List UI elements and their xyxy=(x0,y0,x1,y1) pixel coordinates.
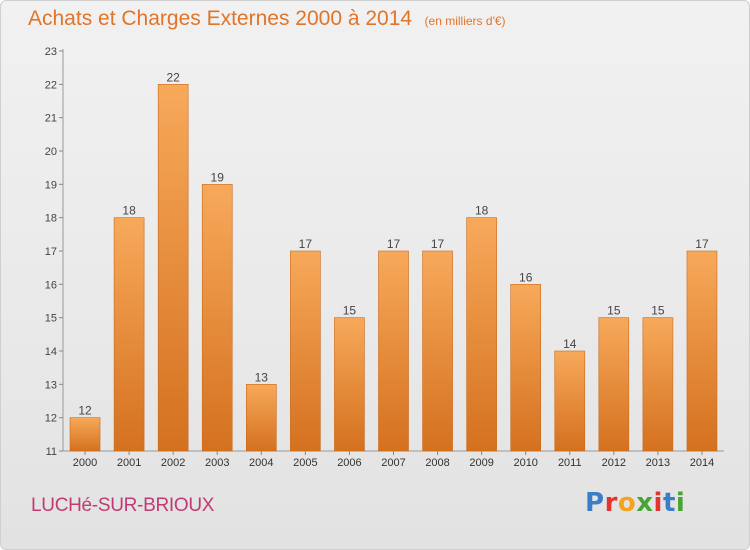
bar xyxy=(554,350,586,452)
x-tick-label: 2002 xyxy=(161,457,185,469)
data-label: 18 xyxy=(475,204,489,218)
data-labels: 12 18 22 19 13 17 15 17 17 18 16 14 15 15 17 xyxy=(78,70,709,417)
bar xyxy=(598,317,630,452)
data-label: 13 xyxy=(255,370,269,384)
data-label: 17 xyxy=(695,237,709,251)
data-label: 12 xyxy=(78,404,92,418)
y-tick-label: 22 xyxy=(45,79,57,91)
bar xyxy=(642,317,674,452)
y-tick-label: 16 xyxy=(45,279,57,291)
bar xyxy=(378,250,409,452)
data-label: 18 xyxy=(122,204,136,218)
logo-letter: P xyxy=(585,488,605,518)
bar xyxy=(422,250,453,452)
data-label: 16 xyxy=(519,270,533,284)
x-tick-label: 2007 xyxy=(381,457,405,469)
data-label: 15 xyxy=(607,304,621,318)
data-label: 17 xyxy=(299,237,313,251)
logo-letter: i xyxy=(653,488,663,518)
bar xyxy=(510,284,542,452)
x-tick-label: 2012 xyxy=(602,457,626,469)
data-label: 15 xyxy=(651,304,665,318)
x-tick-label: 2011 xyxy=(558,457,582,469)
bars xyxy=(69,84,718,452)
x-tick-label: 2003 xyxy=(205,457,229,469)
y-tick-label: 14 xyxy=(45,346,57,358)
commune-name: LUCHé-SUR-BRIOUX xyxy=(31,495,215,516)
logo-letter: o xyxy=(617,488,637,518)
x-tick-label: 2010 xyxy=(513,457,537,469)
x-tick-label: 2009 xyxy=(469,457,493,469)
bar xyxy=(69,417,101,452)
logo-letter: i xyxy=(675,488,686,518)
x-tick-label: 2013 xyxy=(646,457,670,469)
x-tick-label: 2014 xyxy=(690,457,714,469)
x-tick-label: 2000 xyxy=(73,457,97,469)
y-tick-label: 12 xyxy=(45,413,57,425)
x-tick-label: 2004 xyxy=(249,457,273,469)
bar xyxy=(113,217,145,452)
y-tick-label: 23 xyxy=(45,46,57,58)
bar xyxy=(290,250,321,452)
logo-letter: t xyxy=(662,488,676,518)
data-label: 15 xyxy=(343,304,357,318)
y-tick-label: 18 xyxy=(45,213,57,225)
y-tick-label: 11 xyxy=(46,446,57,458)
bar xyxy=(686,250,718,452)
y-tick-label: 13 xyxy=(45,379,57,391)
bar xyxy=(157,84,189,452)
data-label: 19 xyxy=(211,170,225,184)
chart-subtitle: (en milliers d'€) xyxy=(424,14,506,28)
chart-title: Achats et Charges Externes 2000 à 2014 xyxy=(28,7,413,30)
logo-letter: r xyxy=(604,488,618,518)
data-label: 17 xyxy=(431,237,445,251)
x-tick-label: 2005 xyxy=(293,457,317,469)
data-label: 14 xyxy=(563,337,577,351)
y-tick-label: 15 xyxy=(45,313,57,325)
data-label: 17 xyxy=(387,237,401,251)
x-tick-label: 2001 xyxy=(117,457,141,469)
bar xyxy=(334,317,365,452)
y-tick-label: 21 xyxy=(45,113,57,125)
y-tick-label: 20 xyxy=(45,146,57,158)
x-tick-label: 2006 xyxy=(337,457,361,469)
y-tick-label: 19 xyxy=(45,179,57,191)
bar xyxy=(201,184,233,452)
y-tick-label: 17 xyxy=(45,246,57,258)
bar xyxy=(246,384,277,452)
proxiti-logo[interactable]: Proxiti xyxy=(585,488,685,518)
x-tick-label: 2008 xyxy=(425,457,449,469)
title-row: Achats et Charges Externes 2000 à 2014 (… xyxy=(28,7,506,31)
bar xyxy=(466,217,497,452)
data-label: 22 xyxy=(166,70,180,84)
logo-letter: x xyxy=(636,488,654,518)
